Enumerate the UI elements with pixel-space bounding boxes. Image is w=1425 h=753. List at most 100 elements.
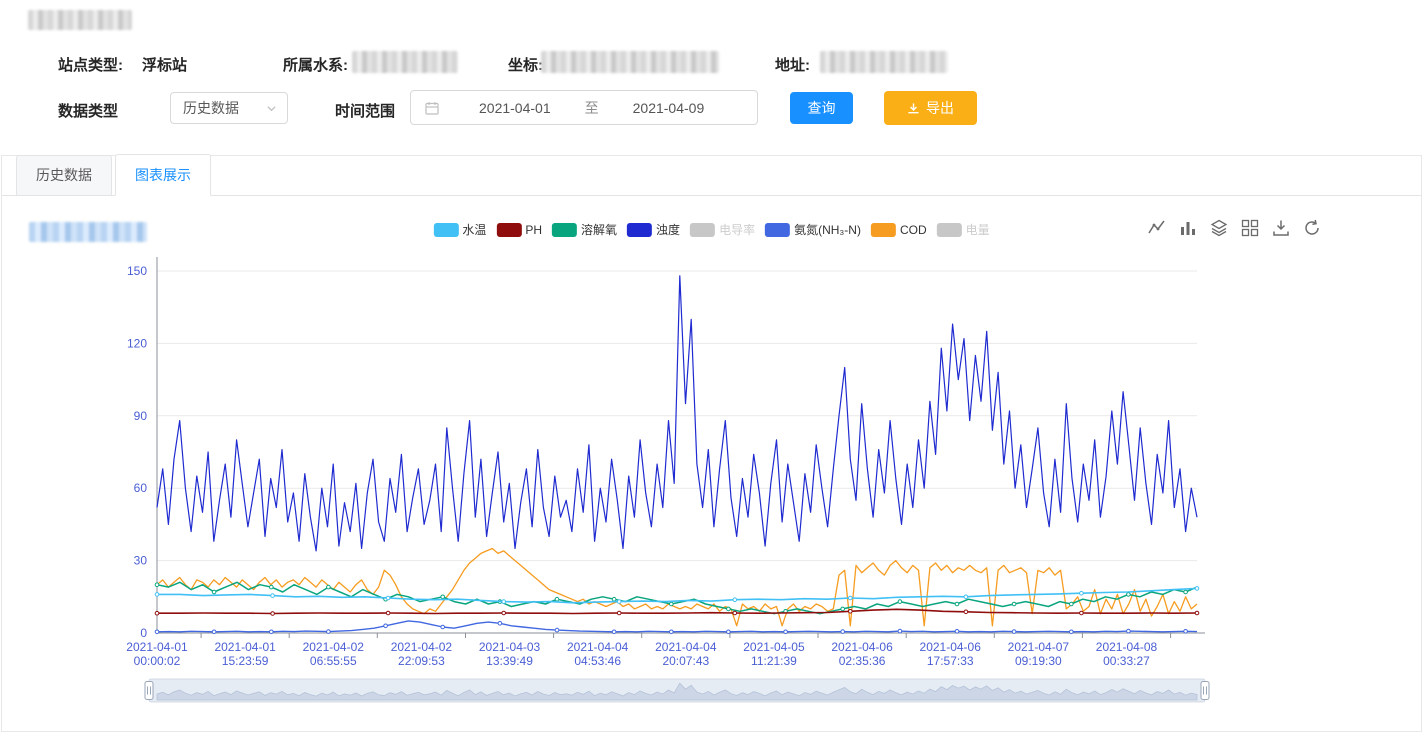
data-type-select-value: 历史数据	[183, 100, 239, 116]
coordinate-label: 坐标:	[508, 57, 543, 74]
time-range-label: 时间范围	[335, 103, 396, 120]
legend-label-ph: PH	[525, 222, 543, 237]
y-axis-tick-label: 90	[134, 409, 148, 423]
legend-swatch-water-temp	[433, 222, 459, 237]
chart-toolbox	[1148, 219, 1321, 237]
series-marker-water-temp	[385, 595, 391, 601]
line-chart-icon[interactable]	[1148, 219, 1166, 237]
series-marker-dissolved-oxygen	[440, 594, 446, 600]
chart-header: 水温 PH 溶解氧 浊度 电导率 氨氮(NH₃-N) COD 电量	[2, 216, 1421, 248]
series-marker-ammonia	[554, 627, 560, 633]
series-marker-ammonia	[954, 629, 960, 634]
water-system-label: 所属水系:	[283, 57, 348, 74]
series-marker-water-temp	[1194, 586, 1200, 591]
legend-item-cod[interactable]: COD	[870, 222, 927, 237]
export-download-icon	[907, 102, 920, 115]
x-axis-tick-label: 2021-04-04 04:53:46	[567, 640, 629, 668]
series-marker-water-temp	[154, 592, 160, 597]
redacted-address-value	[820, 51, 948, 73]
series-marker-dissolved-oxygen	[954, 601, 960, 607]
data-type-select[interactable]: 历史数据	[170, 92, 288, 124]
series-marker-ph	[848, 609, 853, 614]
x-axis-tick-label: 2021-04-06 17:57:33	[920, 640, 982, 668]
series-marker-ammonia	[211, 629, 217, 635]
series-line-turbidity[interactable]	[156, 275, 1198, 552]
series-marker-ammonia	[1126, 628, 1131, 634]
series-line-dissolved-oxygen[interactable]	[156, 581, 1198, 615]
data-zoom-selected-range[interactable]	[149, 679, 1205, 702]
tile-icon[interactable]	[1241, 219, 1259, 237]
y-axis-tick-label: 30	[134, 554, 148, 568]
stack-icon[interactable]	[1210, 219, 1228, 237]
legend-label-turbidity: 浊度	[656, 223, 681, 237]
legend-item-turbidity[interactable]: 浊度	[627, 221, 680, 238]
legend-swatch-dissolved-oxygen	[552, 222, 578, 237]
series-marker-water-temp	[963, 594, 969, 600]
series-marker-ammonia	[1183, 629, 1188, 634]
series-marker-ph	[963, 609, 969, 615]
legend-label-cod: COD	[899, 222, 927, 237]
legend-swatch-ph	[496, 222, 522, 237]
legend-label-conductivity: 电导率	[719, 223, 756, 237]
series-line-ph[interactable]	[157, 608, 1198, 615]
export-button[interactable]: 导出	[884, 91, 977, 125]
series-marker-ammonia	[497, 621, 503, 626]
chart-canvas[interactable]: 0 30 60 90 120 150 2021-04-01 00:00:02 2021-04-0…	[12, 216, 1212, 721]
legend-item-water-temp[interactable]: 水温	[433, 221, 486, 238]
bar-chart-icon[interactable]	[1179, 219, 1197, 237]
date-start-value[interactable]: 2021-04-01	[479, 99, 551, 116]
station-type-value: 浮标站	[142, 57, 188, 74]
x-axis-tick-label: 2021-04-05 11:21:39	[743, 640, 805, 668]
legend-item-ammonia[interactable]: 氨氮(NH₃-N)	[765, 221, 861, 238]
series-marker-ammonia	[611, 629, 617, 635]
date-range-separator: 至	[584, 99, 599, 116]
query-button[interactable]: 查询	[790, 92, 853, 124]
y-axis-tick-label: 60	[134, 481, 148, 495]
download-icon[interactable]	[1272, 219, 1290, 237]
tab-chart-display[interactable]: 图表展示	[115, 154, 211, 196]
series-line-water-temp[interactable]	[157, 587, 1198, 604]
series-marker-ph	[732, 610, 738, 616]
legend-swatch-battery	[936, 222, 962, 237]
legend-label-water-temp: 水温	[462, 223, 487, 237]
legend-label-battery: 电量	[965, 223, 990, 237]
data-zoom-handle-right[interactable]	[1200, 681, 1210, 700]
y-axis-tick-label: 0	[140, 626, 147, 640]
series-marker-water-temp	[270, 593, 275, 598]
legend-swatch-cod	[870, 222, 896, 237]
series-marker-dissolved-oxygen	[611, 596, 617, 602]
data-zoom-minimap	[156, 682, 1198, 701]
series-line-cod[interactable]	[156, 547, 1198, 627]
series-line-ammonia[interactable]	[156, 620, 1198, 633]
series-marker-water-temp	[732, 597, 738, 603]
series-marker-ph	[385, 610, 391, 616]
station-type-label: 站点类型:	[58, 57, 123, 74]
data-zoom-handle-left[interactable]	[144, 681, 154, 700]
redacted-water-system-value	[352, 51, 458, 73]
series-marker-ammonia	[1069, 629, 1074, 635]
series-marker-dissolved-oxygen	[897, 599, 903, 604]
series-marker-dissolved-oxygen	[726, 606, 731, 612]
redacted-page-title	[28, 10, 132, 30]
legend-label-dissolved-oxygen: 溶解氧	[581, 223, 618, 237]
legend-item-ph[interactable]: PH	[496, 222, 543, 237]
series-marker-dissolved-oxygen	[154, 582, 160, 588]
tab-history-data[interactable]: 历史数据	[16, 155, 112, 195]
date-range-picker[interactable]: 2021-04-01 至 2021-04-09	[410, 90, 758, 125]
series-marker-ammonia	[383, 623, 388, 629]
legend-item-battery[interactable]: 电量	[936, 221, 990, 238]
x-axis-tick-label: 2021-04-04 20:07:43	[655, 640, 717, 668]
refresh-icon[interactable]	[1303, 219, 1321, 237]
series-marker-ammonia	[154, 629, 160, 635]
export-button-label: 导出	[926, 100, 954, 116]
series-marker-ammonia	[440, 624, 446, 630]
data-type-label: 数据类型	[58, 103, 119, 120]
x-axis-tick-label: 2021-04-03 13:39:49	[479, 640, 541, 668]
date-end-value[interactable]: 2021-04-09	[632, 99, 705, 116]
tab-bar: 历史数据 图表展示	[2, 154, 1421, 196]
y-axis-tick-label: 120	[127, 336, 147, 350]
legend-item-dissolved-oxygen[interactable]: 溶解氧	[552, 221, 617, 238]
series-marker-water-temp	[616, 599, 622, 604]
legend-item-conductivity[interactable]: 电导率	[690, 221, 755, 238]
